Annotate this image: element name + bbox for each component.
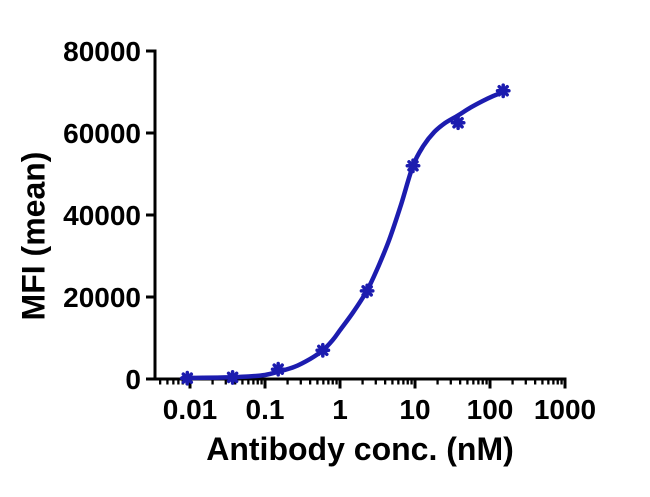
data-point-marker	[495, 83, 511, 99]
data-point-marker	[315, 342, 331, 358]
x-tick-label: 1000	[534, 394, 596, 425]
y-tick-label: 0	[125, 364, 141, 395]
data-point-marker	[359, 283, 375, 299]
x-tick-label: 0.1	[246, 394, 285, 425]
y-tick-label: 60000	[63, 118, 141, 149]
data-point-marker	[179, 370, 195, 386]
data-point-marker	[450, 115, 466, 131]
data-point-marker	[270, 361, 286, 377]
x-tick-label: 100	[467, 394, 514, 425]
data-point-marker	[405, 158, 421, 174]
y-tick-label: 80000	[63, 36, 141, 67]
fit-curve	[180, 89, 508, 381]
marker-spoke	[407, 160, 419, 172]
marker-spoke	[181, 372, 194, 384]
y-tick-label: 20000	[63, 282, 141, 313]
x-tick-label: 0.01	[163, 394, 218, 425]
marker-spoke	[272, 363, 284, 375]
marker-spoke	[452, 116, 464, 129]
marker-spoke	[317, 344, 329, 357]
y-tick-label: 40000	[63, 200, 141, 231]
marker-spoke	[361, 285, 373, 297]
x-tick-label: 10	[399, 394, 430, 425]
data-point-marker	[225, 369, 241, 385]
marker-spoke	[497, 84, 509, 97]
x-tick-label: 1	[332, 394, 348, 425]
y-axis-title: MFI (mean)	[15, 151, 52, 321]
marker-spoke	[226, 371, 239, 384]
x-axis-title: Antibody conc. (nM)	[206, 431, 514, 467]
